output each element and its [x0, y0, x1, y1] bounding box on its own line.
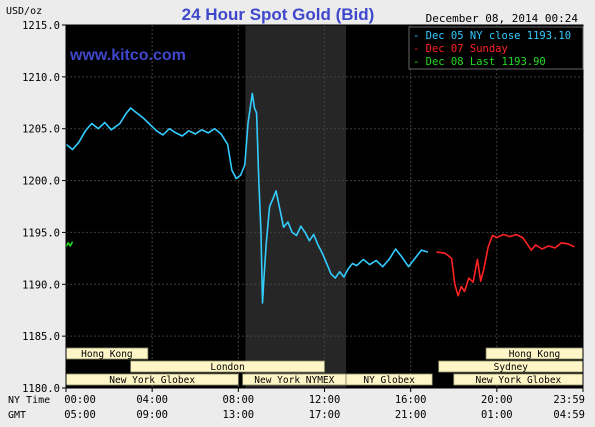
y-tick-label: 1190.0 [22, 279, 60, 291]
y-tick-label: 1195.0 [22, 227, 60, 239]
date-stamp: December 08, 2014 00:24 [426, 12, 579, 25]
x-row-label-ny: NY Time [8, 395, 50, 406]
market-session-label: Hong Kong [81, 349, 132, 360]
market-session-label: New York Globex [475, 375, 561, 386]
y-tick-label: 1215.0 [22, 20, 60, 32]
legend-entry: - Dec 07 Sunday [413, 43, 508, 55]
chart-title: 24 Hour Spot Gold (Bid) [182, 5, 375, 24]
market-session-label: London [210, 362, 244, 373]
y-tick-label: 1205.0 [22, 124, 60, 136]
x-tick-label-gmt: 05:00 [64, 409, 96, 421]
legend-entry: - Dec 05 NY close 1193.10 [413, 30, 571, 42]
market-session-label: New York NYMEX [254, 375, 334, 386]
x-tick-label-gmt: 21:00 [395, 409, 427, 421]
shaded-region [245, 25, 347, 388]
legend-box [408, 26, 584, 70]
x-tick-label-gmt: 13:00 [223, 409, 255, 421]
y-tick-label: 1200.0 [22, 176, 60, 188]
series-line [65, 92, 429, 304]
x-tick-label-gmt: 01:00 [481, 409, 513, 421]
x-tick-label-gmt: 09:00 [136, 409, 168, 421]
market-session-label: Sydney [494, 362, 529, 373]
market-session-label: New York Globex [109, 375, 195, 386]
y-tick-label: 1210.0 [22, 72, 60, 84]
market-session-label: NY Globex [363, 375, 415, 386]
x-tick-label-ny: 23:59 [553, 394, 585, 406]
x-tick-label-ny: 16:00 [395, 394, 427, 406]
y-tick-label: 1185.0 [22, 331, 60, 343]
market-session-label: Hong Kong [509, 349, 560, 360]
x-tick-label-ny: 00:00 [64, 394, 96, 406]
x-tick-label-gmt: 17:00 [309, 409, 341, 421]
x-tick-label-ny: 20:00 [481, 394, 513, 406]
x-tick-label-ny: 08:00 [223, 394, 255, 406]
legend-entry: - Dec 08 Last 1193.90 [413, 56, 546, 68]
y-axis-label: USD/oz [6, 6, 42, 17]
market-session-bar [130, 360, 325, 373]
x-tick-label-ny: 12:00 [309, 394, 341, 406]
x-tick-label-ny: 04:00 [136, 394, 168, 406]
series-line [436, 233, 575, 297]
market-session-bar [345, 373, 433, 386]
series-line [65, 241, 74, 248]
x-tick-label-gmt: 04:59 [553, 409, 585, 421]
x-row-label-gmt: GMT [8, 410, 26, 421]
y-tick-label: 1180.0 [22, 383, 60, 395]
watermark-text: www.kitco.com [69, 47, 186, 64]
